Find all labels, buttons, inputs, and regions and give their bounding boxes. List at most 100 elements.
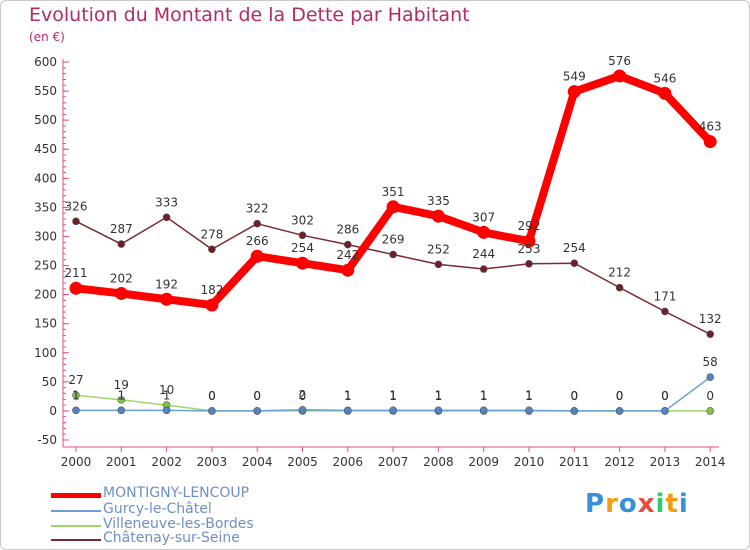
series-3-value-label: 302 xyxy=(291,213,314,227)
series-3-value-label: 254 xyxy=(563,241,586,255)
y-tick-label: 450 xyxy=(34,142,57,156)
series-1-point xyxy=(525,406,533,415)
series-0-value-label: 182 xyxy=(200,283,223,297)
series-0-value-label: 546 xyxy=(653,71,676,85)
series-1-point xyxy=(434,406,443,415)
series-2-value-label: 0 xyxy=(706,389,714,403)
series-3-value-label: 326 xyxy=(65,199,88,213)
series-1-point xyxy=(661,407,669,415)
series-1-point xyxy=(253,407,262,415)
series-2-value-label: 0 xyxy=(661,389,669,403)
series-1-point xyxy=(72,406,80,415)
x-tick-label: 2013 xyxy=(650,455,681,469)
y-tick-label: 0 xyxy=(49,404,57,418)
series-0-value-label: 292 xyxy=(518,219,541,233)
series-0-point xyxy=(114,286,128,300)
series-1-value-label: 0 xyxy=(253,389,261,403)
y-tick-label: 100 xyxy=(34,346,57,360)
series-0-value-label: 549 xyxy=(563,70,586,84)
series-2-point xyxy=(117,396,126,404)
series-3-value-label: 252 xyxy=(427,242,450,256)
series-0-value-label: 254 xyxy=(291,241,314,255)
series-0-point xyxy=(386,200,400,214)
series-2-value-label: 0 xyxy=(616,389,624,403)
y-tick-label: 250 xyxy=(34,259,57,273)
x-tick-label: 2000 xyxy=(61,455,92,469)
series-1-point xyxy=(343,406,352,415)
series-1-value-label: 1 xyxy=(389,388,397,402)
series-3-value-label: 212 xyxy=(608,266,631,280)
y-tick-label: 400 xyxy=(34,171,57,185)
y-tick-label: 300 xyxy=(34,229,57,243)
y-tick-label: 150 xyxy=(34,317,57,331)
y-tick-label: 350 xyxy=(34,200,57,214)
logo-letter: x xyxy=(637,489,656,519)
legend-label-series-1: Gurcy-le-Châtel xyxy=(103,501,212,517)
series-3-point xyxy=(570,259,579,268)
x-tick-label: 2007 xyxy=(378,455,409,469)
series-2-value-label: 0 xyxy=(299,389,307,403)
series-0-value-label: 242 xyxy=(336,248,359,262)
series-1-value-label: 0 xyxy=(570,389,578,403)
x-tick-label: 2002 xyxy=(151,455,182,469)
series-3-point xyxy=(343,240,352,249)
series-0-point xyxy=(250,249,264,263)
series-0-point xyxy=(658,86,672,100)
series-0-point xyxy=(160,292,174,306)
series-0-value-label: 335 xyxy=(427,194,450,208)
series-1-value-label: 2 xyxy=(299,388,307,402)
series-3-value-label: 132 xyxy=(699,312,722,326)
series-3-value-label: 278 xyxy=(200,227,223,241)
series-1-point xyxy=(479,406,488,415)
series-1-point xyxy=(298,405,307,414)
legend-label-series-2: Villeneuve-les-Bordes xyxy=(103,516,254,532)
series-3-value-label: 269 xyxy=(382,232,405,246)
series-1-point xyxy=(615,407,624,415)
series-0-point xyxy=(522,234,536,248)
series-2-point xyxy=(72,391,80,400)
series-3-value-label: 333 xyxy=(155,195,178,209)
series-3-point xyxy=(706,330,715,338)
legend-swatch-series-1 xyxy=(51,510,101,512)
series-1-value-label: 1 xyxy=(163,388,171,402)
series-0-value-label: 351 xyxy=(382,185,405,199)
series-3-value-label: 287 xyxy=(110,222,133,236)
x-tick-label: 2014 xyxy=(695,455,726,469)
x-tick-label: 2011 xyxy=(559,455,590,469)
series-0-point xyxy=(613,69,627,83)
series-3-point xyxy=(389,250,397,259)
legend-item-series-3: Châtenay-sur-Seine xyxy=(51,530,240,546)
proxiti-logo: Proxiti xyxy=(585,489,689,519)
series-0-point xyxy=(477,225,491,239)
series-3-value-label: 253 xyxy=(518,242,541,256)
series-3-value-label: 286 xyxy=(336,223,359,237)
series-1-value-label: 1 xyxy=(72,388,80,402)
series-1-value-label: 1 xyxy=(344,388,352,402)
series-2-value-label: 0 xyxy=(570,389,578,403)
series-1-value-label: 58 xyxy=(703,355,718,369)
chart-unit-label: (en €) xyxy=(29,30,65,44)
series-3-point xyxy=(117,240,126,248)
series-1-value-label: 1 xyxy=(480,388,488,402)
series-1-point xyxy=(570,407,579,415)
series-2-value-label: 1 xyxy=(389,389,397,403)
y-tick-label: 500 xyxy=(34,113,57,127)
x-tick-label: 2001 xyxy=(106,455,137,469)
series-3-value-label: 171 xyxy=(653,289,676,303)
y-tick-label: -50 xyxy=(37,433,57,447)
legend-label-series-0: MONTIGNY-LENCOUP xyxy=(103,485,250,501)
series-2-value-label: 1 xyxy=(344,389,352,403)
legend-swatch-series-3 xyxy=(51,539,101,541)
series-3-point xyxy=(525,259,533,268)
series-1-point xyxy=(162,406,171,415)
series-1-value-label: 1 xyxy=(435,388,443,402)
series-2-value-label: 1 xyxy=(525,389,533,403)
legend-item-series-0: MONTIGNY-LENCOUP xyxy=(51,485,250,501)
logo-letter: o xyxy=(618,489,638,519)
x-tick-label: 2004 xyxy=(242,455,273,469)
legend-item-series-1: Gurcy-le-Châtel xyxy=(51,501,212,517)
series-3-point xyxy=(479,265,488,273)
series-0-value-label: 463 xyxy=(699,120,722,134)
logo-letter: t xyxy=(665,489,679,519)
